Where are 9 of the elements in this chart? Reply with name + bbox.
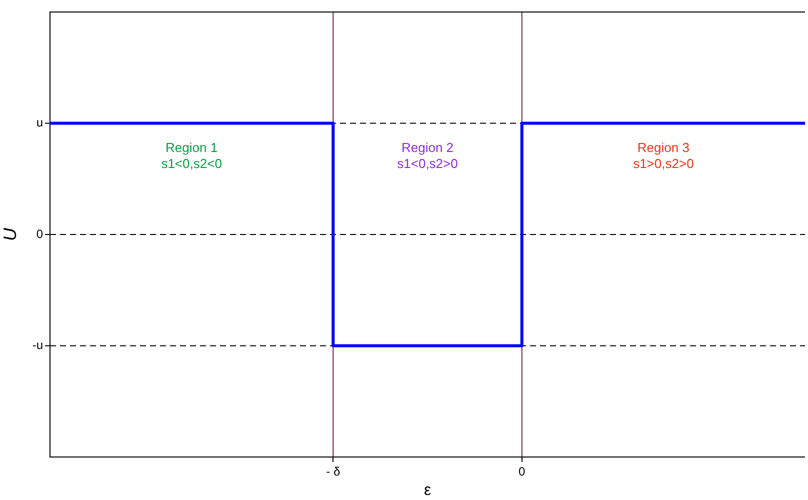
- y-axis-title: U: [0, 227, 20, 241]
- ref-line-label: 0: [36, 226, 44, 241]
- annotation: Region 2 s1<0,s2>0: [397, 140, 458, 172]
- ref-line-label: u: [36, 116, 43, 130]
- annotation: Region 3 s1>0,s2>0: [633, 140, 694, 172]
- x-tick-label: - δ: [326, 464, 340, 479]
- ref-line-label: -u: [32, 338, 43, 352]
- annotation: Region 1 s1<0,s2<0: [161, 140, 222, 172]
- x-axis-title: ε: [424, 482, 432, 499]
